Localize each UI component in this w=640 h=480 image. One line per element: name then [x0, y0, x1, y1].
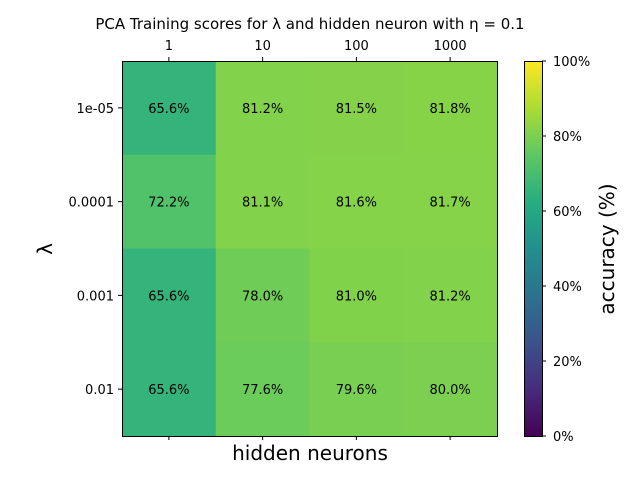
colorbar-tick-label: 40%	[553, 280, 582, 295]
heatmap-cell	[215, 342, 310, 437]
x-axis-label: hidden neurons	[232, 441, 388, 465]
y-tick-label: 0.0001	[69, 196, 115, 211]
heatmap-cell	[122, 248, 217, 343]
heatmap-cell	[122, 342, 217, 437]
y-axis-label: λ	[33, 243, 57, 255]
chart-title: PCA Training scores for λ and hidden neu…	[95, 15, 524, 33]
heatmap-cell	[122, 61, 217, 156]
colorbar-tick-label: 60%	[553, 205, 582, 220]
cell-value-label: 65.6%	[148, 383, 189, 398]
x-tick-label: 1	[165, 39, 173, 54]
y-tick-label: 1e-05	[76, 102, 114, 117]
y-tick-label: 0.001	[77, 289, 114, 304]
heatmap-cell	[215, 154, 310, 249]
x-tick-label: 10	[254, 39, 271, 54]
cell-value-label: 81.5%	[336, 102, 377, 117]
heatmap-cell	[309, 61, 404, 156]
cell-value-label: 81.1%	[242, 196, 283, 211]
heatmap-cell	[122, 154, 217, 249]
cell-value-label: 72.2%	[148, 196, 189, 211]
heatmap-cell	[403, 342, 498, 437]
colorbar	[524, 61, 543, 437]
y-axis-ticks: 1e-05 0.0001 0.001 0.01	[69, 102, 122, 398]
cell-value-label: 81.6%	[336, 196, 377, 211]
cell-value-label: 81.8%	[429, 102, 470, 117]
heatmap-cell-labels: 65.6% 81.2% 81.5% 81.8% 72.2% 81.1% 81.6% 81.7%…	[148, 102, 471, 398]
colorbar-tick-label: 80%	[553, 130, 582, 145]
cell-value-label: 77.6%	[242, 383, 283, 398]
colorbar-ticks: 0% 20% 40% 60% 80% 100%	[542, 55, 590, 445]
heatmap-cell	[309, 248, 404, 343]
x-axis-ticks: 1 10 100 1000	[165, 39, 467, 440]
cell-value-label: 81.0%	[336, 289, 377, 304]
heatmap-cell	[215, 61, 310, 156]
y-tick-label: 0.01	[85, 383, 114, 398]
heatmap-cell	[215, 248, 310, 343]
cell-value-label: 78.0%	[242, 289, 283, 304]
colorbar-label: accuracy (%)	[595, 183, 619, 314]
cell-value-label: 65.6%	[148, 102, 189, 117]
cell-value-label: 79.6%	[336, 383, 377, 398]
heatmap-cell	[309, 342, 404, 437]
colorbar-tick-label: 100%	[553, 55, 590, 70]
x-tick-label: 1000	[434, 39, 467, 54]
plot-frame	[122, 61, 498, 437]
heatmap-cell	[403, 154, 498, 249]
heatmap-cells	[122, 61, 498, 437]
cell-value-label: 81.7%	[429, 196, 470, 211]
cell-value-label: 81.2%	[429, 289, 470, 304]
heatmap-cell	[309, 154, 404, 249]
colorbar-tick-label: 20%	[553, 355, 582, 370]
x-tick-label: 100	[344, 39, 369, 54]
cell-value-label: 80.0%	[429, 383, 470, 398]
colorbar-tick-label: 0%	[553, 430, 574, 445]
heatmap-cell	[403, 61, 498, 156]
heatmap-cell	[403, 248, 498, 343]
cell-value-label: 81.2%	[242, 102, 283, 117]
cell-value-label: 65.6%	[148, 289, 189, 304]
